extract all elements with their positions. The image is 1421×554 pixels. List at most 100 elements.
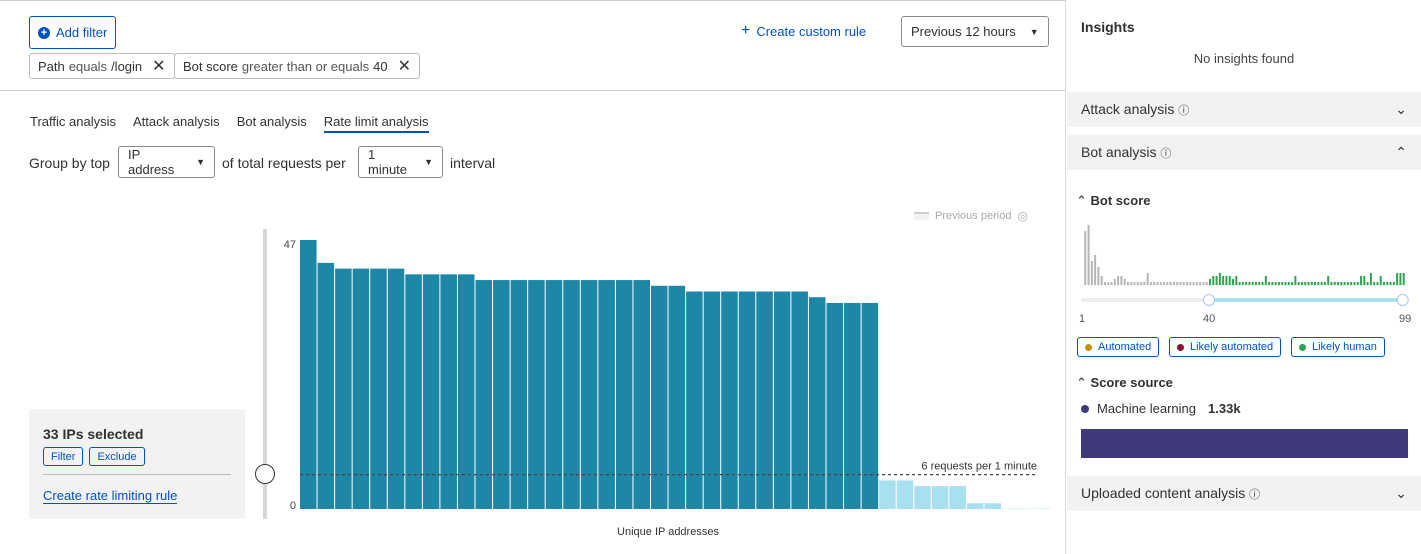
bar <box>545 280 563 509</box>
add-filter-button[interactable]: + Add filter <box>29 16 117 49</box>
score-source-bar <box>1081 429 1408 458</box>
slider-selected-label: 40 <box>1203 313 1216 325</box>
filter-chip-bot-score[interactable]: Bot score greater than or equals 40 ✕ <box>174 53 420 79</box>
tab-attack-analysis[interactable]: Attack analysis <box>132 114 220 129</box>
bar <box>633 280 650 509</box>
threshold-label: 6 requests per 1 minute <box>921 461 1037 473</box>
histogram-bar <box>1159 282 1162 286</box>
histogram-bar <box>1261 282 1264 286</box>
histogram-bar <box>1353 282 1356 286</box>
histogram-bar <box>1094 255 1097 286</box>
bar <box>422 274 440 509</box>
histogram-bar <box>1284 282 1287 286</box>
score-source-row: Machine learning 1.33k <box>1081 401 1241 416</box>
bot-analysis-section[interactable]: Bot analysis ⓘ ⌃ <box>1067 135 1421 170</box>
bar <box>317 262 335 509</box>
legend-likely-automated[interactable]: Likely automated <box>1169 337 1282 357</box>
create-rate-limiting-rule-link[interactable]: Create rate limiting rule <box>43 488 178 504</box>
histogram-bar <box>1143 282 1146 286</box>
histogram-bar <box>1389 282 1392 286</box>
bar <box>896 480 914 509</box>
histogram-bar <box>1238 282 1241 286</box>
bar <box>405 274 422 509</box>
bar <box>721 291 738 509</box>
time-range-select[interactable]: Previous 12 hours ▼ <box>901 16 1049 47</box>
previous-period-label: Previous period <box>935 210 1012 222</box>
plus-icon: + <box>741 22 751 39</box>
slider-handle-min <box>1203 294 1216 306</box>
histogram-bar <box>1304 282 1307 286</box>
score-source-title: Score source <box>1090 375 1173 390</box>
bar <box>914 486 931 509</box>
histogram-bar <box>1130 282 1133 286</box>
histogram-bar <box>1225 276 1228 286</box>
create-custom-rule-link[interactable]: + Create custom rule <box>741 22 867 40</box>
section-label: Uploaded content analysis <box>1081 485 1246 501</box>
histogram-bar <box>1123 279 1126 286</box>
bar <box>457 274 475 509</box>
attack-analysis-section[interactable]: Attack analysis ⓘ ⌄ <box>1067 92 1421 127</box>
eye-icon: ◎ <box>1017 209 1028 223</box>
histogram-bar <box>1186 282 1189 286</box>
bot-score-header[interactable]: ⌃ Bot score <box>1076 193 1151 209</box>
chevron-down-icon: ⌄ <box>1395 101 1407 117</box>
close-icon[interactable]: ✕ <box>152 58 166 75</box>
legend-automated[interactable]: Automated <box>1077 337 1160 357</box>
histogram-bar <box>1346 282 1349 286</box>
histogram-bar <box>1248 282 1251 286</box>
bar <box>510 280 528 509</box>
legend-label: Likely human <box>1312 341 1377 353</box>
histogram-bar <box>1176 282 1179 286</box>
x-axis-label: Unique IP addresses <box>617 526 719 538</box>
histogram-bar <box>1153 282 1156 286</box>
exclude-button[interactable]: Exclude <box>89 447 145 466</box>
tab-traffic-analysis[interactable]: Traffic analysis <box>30 114 116 129</box>
bar <box>949 486 966 509</box>
filter-button[interactable]: Filter <box>43 447 84 466</box>
threshold-slider-track[interactable] <box>263 229 267 519</box>
dot-icon <box>1085 343 1092 351</box>
group-by-field-select[interactable]: IP address ▼ <box>118 146 215 178</box>
legend-likely-human[interactable]: Likely human <box>1291 337 1385 357</box>
y-tick-label: 47 <box>284 239 296 251</box>
group-by-middle: of total requests per <box>222 155 346 171</box>
filter-chip-path[interactable]: Path equals /login ✕ <box>29 53 175 79</box>
histogram-bar <box>1117 276 1120 286</box>
histogram-bar <box>1113 279 1116 286</box>
histogram-bar <box>1222 276 1225 286</box>
histogram-bar <box>1330 282 1333 286</box>
create-rule-label: Create custom rule <box>756 24 867 39</box>
histogram-bar <box>1126 282 1129 286</box>
interval-select[interactable]: 1 minute ▼ <box>358 146 443 178</box>
uploaded-content-section[interactable]: Uploaded content analysis ⓘ ⌄ <box>1067 476 1421 511</box>
histogram-bar <box>1340 282 1343 286</box>
chip-op: greater than or equals <box>241 58 370 74</box>
histogram-bar <box>1103 282 1106 286</box>
insights-panel: Insights No insights found Attack analys… <box>1067 0 1421 554</box>
histogram-bar <box>1146 273 1149 286</box>
close-icon[interactable]: ✕ <box>397 58 411 75</box>
histogram-bar <box>1323 282 1326 286</box>
score-source-header[interactable]: ⌃ Score source <box>1076 375 1173 391</box>
tab-bot-analysis[interactable]: Bot analysis <box>236 114 307 129</box>
histogram-bar <box>1333 282 1336 286</box>
histogram-bar <box>1396 273 1399 286</box>
histogram-bar <box>1369 273 1372 286</box>
insights-title: Insights <box>1081 19 1135 35</box>
histogram-bar <box>1107 282 1110 286</box>
histogram-bar <box>1245 282 1248 286</box>
analysis-tabs: Traffic analysis Attack analysis Bot ana… <box>30 114 429 133</box>
bar <box>966 503 984 509</box>
histogram-bar <box>1218 273 1221 286</box>
histogram-bar <box>1277 282 1280 286</box>
tab-rate-limit-analysis[interactable]: Rate limit analysis <box>323 114 429 133</box>
bar <box>879 480 896 509</box>
histogram-bar <box>1386 282 1389 286</box>
histogram-bar <box>1179 282 1182 286</box>
add-filter-label: Add filter <box>56 25 108 40</box>
section-label: Bot analysis <box>1081 144 1157 160</box>
previous-period-toggle[interactable]: Previous period ◎ <box>914 209 1028 223</box>
slider-min-label: 1 <box>1079 313 1086 325</box>
threshold-slider-handle[interactable] <box>255 464 275 484</box>
histogram-bar <box>1205 282 1208 286</box>
